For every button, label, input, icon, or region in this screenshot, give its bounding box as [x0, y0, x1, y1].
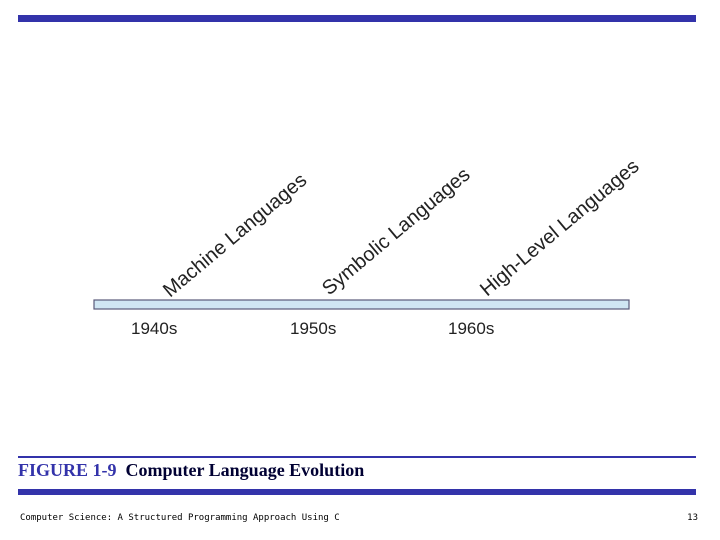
decade-label-1960s: 1960s [448, 319, 494, 338]
top-accent-rule [18, 15, 696, 22]
era-label-high-level: High-Level Languages [476, 155, 643, 301]
figure-number: FIGURE 1-9 [18, 460, 117, 480]
decade-label-1950s: 1950s [290, 319, 336, 338]
footer-book-title: Computer Science: A Structured Programmi… [20, 513, 340, 523]
caption-bottom-rule [18, 489, 696, 495]
figure-title: Computer Language Evolution [125, 460, 365, 480]
era-label-machine: Machine Languages [159, 169, 311, 302]
footer-page-number: 13 [687, 513, 698, 523]
figure-caption: FIGURE 1-9 Computer Language Evolution [18, 460, 364, 481]
decade-label-1940s: 1940s [131, 319, 177, 338]
timeline-bar [93, 299, 630, 310]
caption-top-rule [18, 456, 696, 458]
era-label-symbolic: Symbolic Languages [318, 164, 474, 300]
